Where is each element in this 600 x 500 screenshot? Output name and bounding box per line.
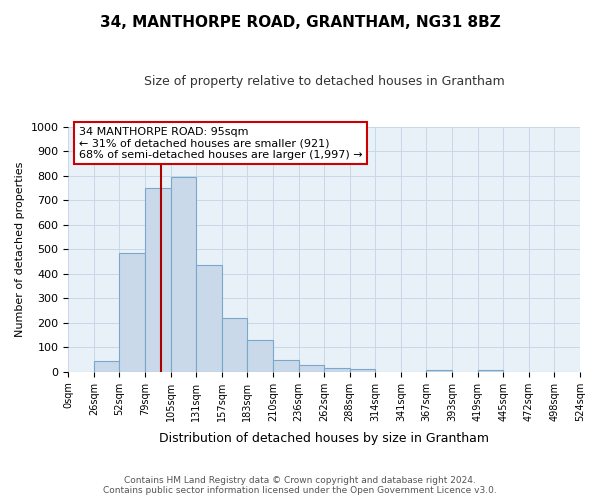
X-axis label: Distribution of detached houses by size in Grantham: Distribution of detached houses by size … <box>159 432 489 445</box>
Y-axis label: Number of detached properties: Number of detached properties <box>15 162 25 337</box>
Text: 34 MANTHORPE ROAD: 95sqm
← 31% of detached houses are smaller (921)
68% of semi-: 34 MANTHORPE ROAD: 95sqm ← 31% of detach… <box>79 126 362 160</box>
Bar <box>222 318 247 372</box>
Bar <box>247 340 273 372</box>
Bar <box>119 254 145 372</box>
Bar <box>478 370 503 372</box>
Bar <box>350 370 376 372</box>
Bar <box>324 368 350 372</box>
Title: Size of property relative to detached houses in Grantham: Size of property relative to detached ho… <box>144 75 505 88</box>
Text: Contains HM Land Registry data © Crown copyright and database right 2024.
Contai: Contains HM Land Registry data © Crown c… <box>103 476 497 495</box>
Bar <box>273 360 299 372</box>
Bar <box>170 177 196 372</box>
Text: 34, MANTHORPE ROAD, GRANTHAM, NG31 8BZ: 34, MANTHORPE ROAD, GRANTHAM, NG31 8BZ <box>100 15 500 30</box>
Bar <box>427 370 452 372</box>
Bar <box>94 361 119 372</box>
Bar <box>196 265 222 372</box>
Bar <box>299 365 324 372</box>
Bar <box>145 188 170 372</box>
